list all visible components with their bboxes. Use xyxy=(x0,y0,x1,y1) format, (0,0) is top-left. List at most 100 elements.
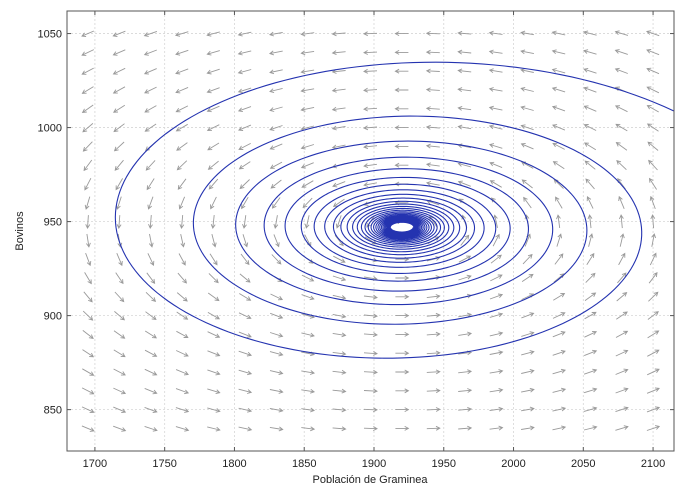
vector-arrow xyxy=(207,160,219,170)
y-tick-label: 950 xyxy=(44,217,62,229)
vector-arrow xyxy=(301,180,314,188)
vector-arrow xyxy=(176,160,188,171)
vector-arrow xyxy=(269,125,283,131)
vector-arrow xyxy=(489,180,502,188)
plot-frame xyxy=(66,10,675,452)
vector-arrow xyxy=(207,350,221,357)
vector-arrow xyxy=(269,87,283,94)
vector-arrow xyxy=(145,311,157,321)
vector-arrow xyxy=(520,86,534,92)
vector-arrow xyxy=(239,179,250,190)
vector-arrow xyxy=(648,291,659,302)
vector-arrow xyxy=(176,292,188,302)
vector-arrow xyxy=(116,196,122,210)
vector-arrow xyxy=(144,330,157,339)
vector-arrow xyxy=(301,426,316,432)
vector-arrow xyxy=(395,407,410,412)
vector-arrow xyxy=(647,368,660,376)
vector-arrow xyxy=(300,31,315,37)
vector-arrow xyxy=(556,214,561,229)
vector-arrow xyxy=(426,369,441,375)
vector-arrow xyxy=(648,272,658,284)
vector-arrow xyxy=(211,233,217,248)
vector-arrow xyxy=(584,160,596,170)
vector-arrow xyxy=(394,162,409,168)
vector-arrow xyxy=(113,406,127,414)
y-tick-label: 900 xyxy=(44,311,62,323)
vector-arrow xyxy=(646,123,659,132)
vector-arrow xyxy=(332,369,347,375)
vector-arrow xyxy=(583,406,598,412)
vector-arrow xyxy=(394,87,409,93)
vector-arrow xyxy=(394,50,409,55)
vector-arrow xyxy=(618,214,624,229)
vector-arrow xyxy=(646,86,660,94)
vector-arrow xyxy=(426,294,441,299)
vector-arrow xyxy=(425,87,440,93)
vector-arrow xyxy=(269,370,284,376)
vector-arrow xyxy=(144,387,158,395)
vector-arrow xyxy=(269,161,283,169)
vector-arrow xyxy=(521,350,535,356)
vector-arrow xyxy=(489,369,504,374)
vector-arrow xyxy=(555,196,563,209)
vector-arrow xyxy=(112,67,126,75)
vector-arrow xyxy=(363,294,378,300)
vector-arrow xyxy=(146,272,156,284)
vector-arrow xyxy=(269,407,284,413)
vector-arrow xyxy=(332,332,347,338)
x-tick-label: 1700 xyxy=(83,458,107,470)
vector-arrow xyxy=(647,311,659,320)
vector-arrow xyxy=(552,312,566,319)
vector-arrow xyxy=(647,141,659,151)
vector-arrow xyxy=(551,30,566,36)
vector-arrow xyxy=(145,291,157,302)
vector-arrow xyxy=(395,369,410,375)
vector-arrow xyxy=(583,105,597,112)
vector-arrow xyxy=(112,30,126,37)
vector-arrow xyxy=(113,330,126,339)
vector-arrow xyxy=(551,49,566,55)
vector-arrow xyxy=(175,123,188,132)
vector-arrow xyxy=(615,123,628,132)
vector-arrow xyxy=(175,31,189,37)
vector-arrow xyxy=(175,388,190,395)
vector-arrow xyxy=(85,252,92,267)
vector-arrow xyxy=(614,49,628,55)
vector-arrow xyxy=(242,215,247,229)
vector-arrow xyxy=(82,349,95,358)
vector-arrow xyxy=(616,291,628,302)
vector-arrow xyxy=(363,426,378,432)
vector-arrow xyxy=(552,349,566,356)
vector-arrow xyxy=(237,50,252,56)
vector-arrow xyxy=(144,86,157,94)
x-tick-label: 2050 xyxy=(571,458,595,470)
vector-arrow xyxy=(238,143,251,150)
vector-arrow xyxy=(363,163,377,169)
vector-arrow xyxy=(239,293,252,301)
vector-arrow xyxy=(363,388,378,394)
vector-arrow xyxy=(489,293,504,300)
vector-arrow xyxy=(521,331,535,337)
vector-arrow xyxy=(395,332,410,337)
vector-arrow xyxy=(239,273,251,283)
vector-arrow xyxy=(363,68,378,74)
vector-arrow xyxy=(646,387,660,394)
vector-arrow xyxy=(615,387,629,394)
vector-arrow xyxy=(83,159,93,172)
vector-arrow xyxy=(81,104,94,114)
vector-arrow xyxy=(207,312,221,320)
vector-arrow xyxy=(363,31,378,37)
vector-arrow xyxy=(489,312,504,318)
vector-arrow xyxy=(394,68,409,74)
x-tick-label: 1900 xyxy=(362,458,386,470)
vector-arrow xyxy=(457,87,472,92)
vector-arrow xyxy=(490,274,503,282)
vector-arrow xyxy=(238,331,252,338)
vector-arrow xyxy=(363,407,378,413)
vector-arrow xyxy=(144,368,158,376)
vector-arrow xyxy=(583,67,597,74)
vector-arrow xyxy=(81,387,95,395)
vector-arrow xyxy=(332,181,346,188)
